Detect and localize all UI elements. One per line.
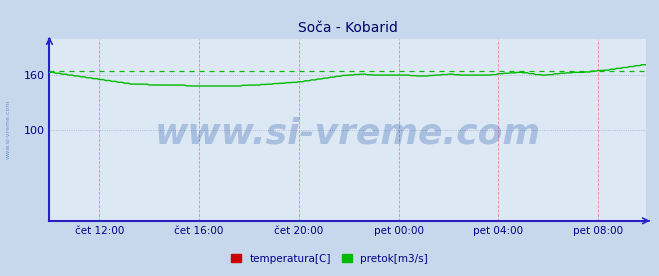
Legend: temperatura[C], pretok[m3/s]: temperatura[C], pretok[m3/s] [227,250,432,268]
Text: www.si-vreme.com: www.si-vreme.com [5,100,11,160]
Title: Soča - Kobarid: Soča - Kobarid [298,21,397,35]
Text: www.si-vreme.com: www.si-vreme.com [155,116,540,150]
